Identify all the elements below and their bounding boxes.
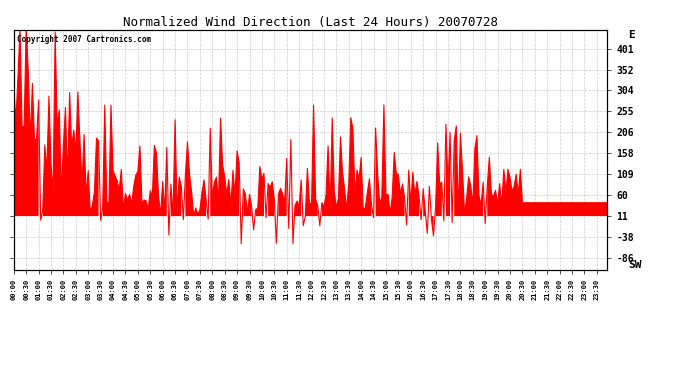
Title: Normalized Wind Direction (Last 24 Hours) 20070728: Normalized Wind Direction (Last 24 Hours… — [123, 16, 498, 29]
Text: Copyright 2007 Cartronics.com: Copyright 2007 Cartronics.com — [17, 35, 151, 44]
Text: E: E — [628, 30, 635, 40]
Text: SW: SW — [628, 260, 642, 270]
